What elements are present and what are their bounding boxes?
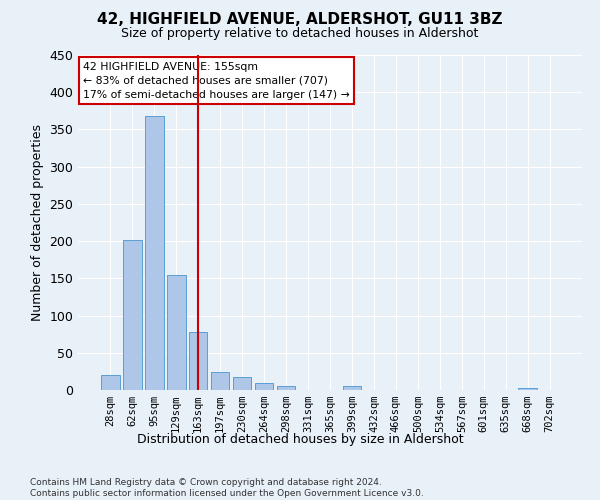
Bar (145, 116, 164, 390)
Bar (101, 375, 119, 390)
Bar (211, 372, 229, 390)
Bar (189, 332, 208, 390)
Bar (233, 378, 251, 390)
Bar (277, 386, 295, 390)
Text: Size of property relative to detached houses in Aldershot: Size of property relative to detached ho… (121, 28, 479, 40)
Text: Distribution of detached houses by size in Aldershot: Distribution of detached houses by size … (137, 432, 463, 446)
Bar (123, 240, 142, 390)
Bar (167, 274, 185, 390)
Bar (518, 388, 537, 390)
Bar (343, 386, 361, 390)
Text: 42, HIGHFIELD AVENUE, ALDERSHOT, GU11 3BZ: 42, HIGHFIELD AVENUE, ALDERSHOT, GU11 3B… (97, 12, 503, 28)
Text: 42 HIGHFIELD AVENUE: 155sqm
← 83% of detached houses are smaller (707)
17% of se: 42 HIGHFIELD AVENUE: 155sqm ← 83% of det… (83, 62, 350, 100)
Y-axis label: Number of detached properties: Number of detached properties (31, 124, 44, 321)
Text: Contains HM Land Registry data © Crown copyright and database right 2024.
Contai: Contains HM Land Registry data © Crown c… (30, 478, 424, 498)
Bar (255, 384, 274, 390)
